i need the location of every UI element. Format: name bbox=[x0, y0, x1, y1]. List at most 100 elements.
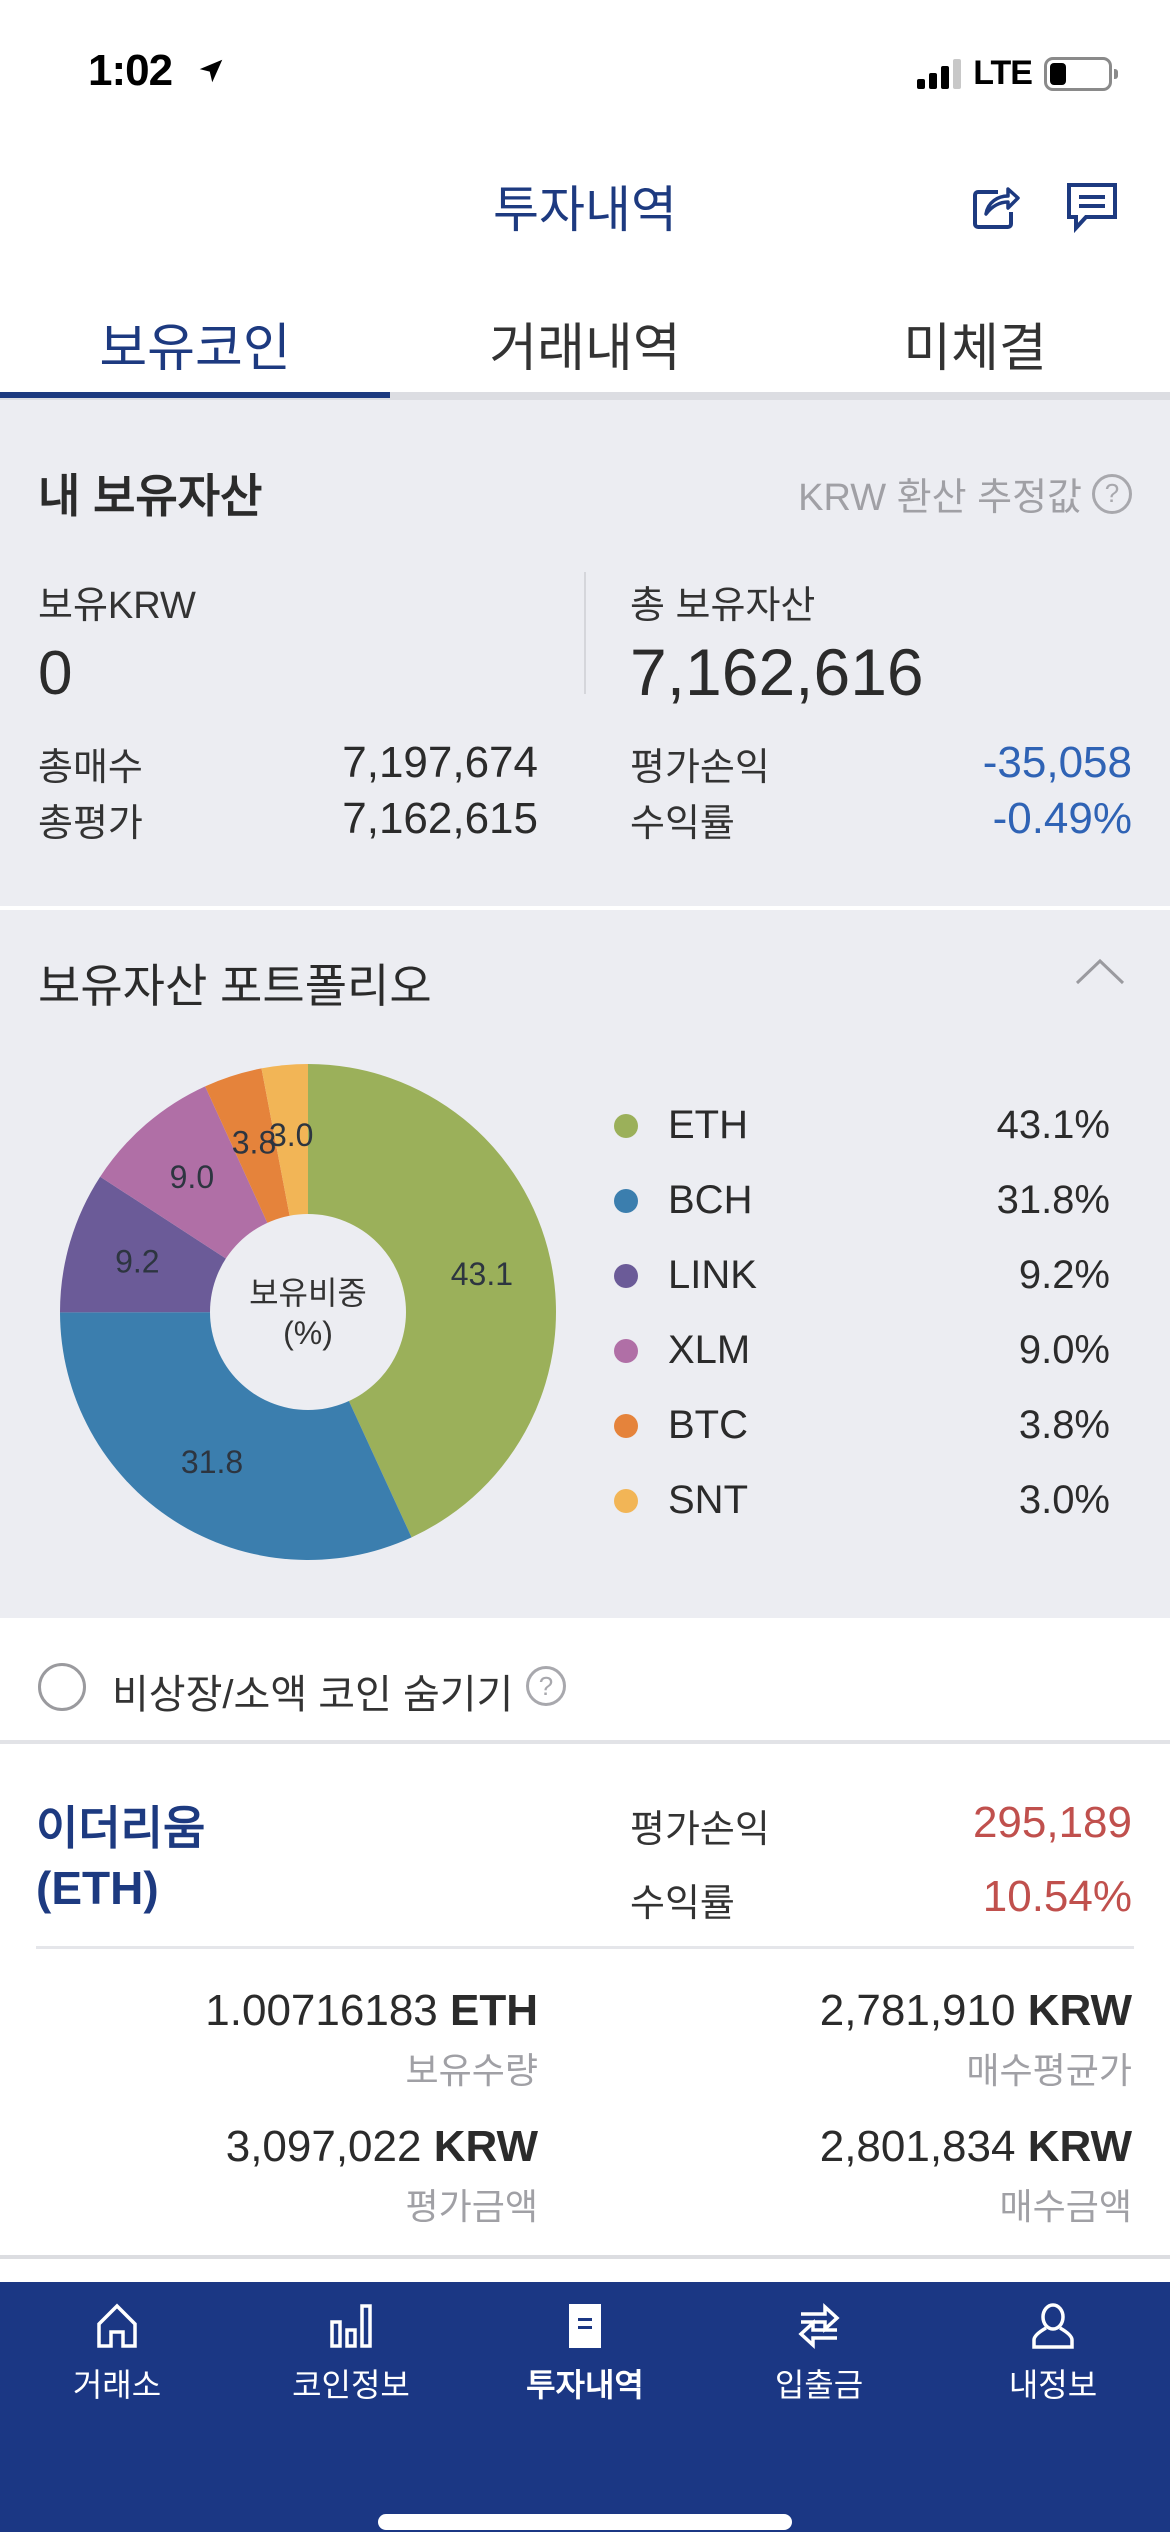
donut-slice-label: 43.1 bbox=[451, 1256, 513, 1292]
tab-bar: 보유코인 거래내역 미체결 bbox=[0, 270, 1170, 400]
nav-item-deposit-withdraw[interactable]: 입출금 bbox=[702, 2302, 936, 2406]
app-header: 투자내역 bbox=[0, 140, 1170, 270]
legend-item: BCH 31.8% bbox=[610, 1163, 1110, 1238]
location-arrow-icon bbox=[199, 59, 223, 83]
donut-slice-label: 3.8 bbox=[232, 1124, 276, 1160]
hide-small-coins-label[interactable]: 비상장/소액 코인 숨기기 bbox=[112, 1673, 514, 1717]
quantity-value: 1.00716183 bbox=[205, 1986, 438, 2035]
donut-center-line2: (%) bbox=[283, 1315, 333, 1351]
legend-dot bbox=[614, 1113, 638, 1138]
donut-slice-label: 3.0 bbox=[269, 1117, 313, 1153]
coin-return-value: 10.54% bbox=[982, 1872, 1132, 1921]
nav-item-my-info[interactable]: 내정보 bbox=[936, 2302, 1170, 2406]
user-icon bbox=[1032, 2303, 1074, 2349]
avg-price-value: 2,781,910 bbox=[819, 1986, 1016, 2035]
nav-label: 내정보 bbox=[1008, 2367, 1098, 2403]
legend-dot bbox=[614, 1413, 638, 1438]
legend-name: BCH bbox=[668, 1178, 753, 1222]
legend-pct: 9.0% bbox=[1018, 1328, 1110, 1372]
bottom-nav: 거래소 코인정보 투자내역 입출금 bbox=[0, 2282, 1170, 2532]
signal-icon bbox=[917, 58, 962, 89]
nav-item-exchange[interactable]: 거래소 bbox=[0, 2302, 234, 2406]
return-label: 수익률 bbox=[630, 803, 735, 845]
document-icon bbox=[569, 2304, 601, 2348]
eval-amount-unit: KRW bbox=[433, 2122, 538, 2171]
hide-small-coins-radio[interactable] bbox=[38, 1663, 86, 1711]
battery-icon bbox=[1044, 56, 1118, 91]
buy-amount-value: 2,801,834 bbox=[819, 2122, 1016, 2171]
evaluation-amount: 3,097,022 KRW 평가금액 bbox=[38, 2122, 538, 2230]
tab-trade-history[interactable]: 거래내역 bbox=[489, 320, 681, 378]
coin-korean-name: 이더리움 bbox=[36, 1802, 206, 1854]
pnl-value: -35,058 bbox=[982, 738, 1132, 787]
total-assets-value: 7,162,616 bbox=[630, 635, 924, 709]
nav-item-coin-info[interactable]: 코인정보 bbox=[234, 2302, 468, 2406]
eval-amount-label: 평가금액 bbox=[405, 2186, 538, 2227]
page-title: 투자내역 bbox=[493, 182, 677, 238]
nav-label: 거래소 bbox=[72, 2367, 162, 2403]
total-assets-label: 총 보유자산 bbox=[630, 585, 816, 627]
coin-pnl-label: 평가손익 bbox=[630, 1809, 770, 1851]
legend-pct: 31.8% bbox=[996, 1178, 1110, 1222]
card-divider bbox=[36, 1946, 1134, 1949]
krw-balance-label: 보유KRW bbox=[38, 585, 196, 627]
legend-pct: 3.0% bbox=[1018, 1478, 1110, 1522]
donut-slice-label: 9.0 bbox=[170, 1159, 214, 1195]
legend-dot bbox=[614, 1263, 638, 1288]
donut-slice-eth bbox=[308, 1064, 556, 1538]
coin-name: 이더리움 (ETH) bbox=[36, 1798, 205, 1918]
donut-slice-label: 31.8 bbox=[181, 1444, 243, 1480]
section-divider bbox=[0, 906, 1170, 910]
share-icon[interactable] bbox=[968, 178, 1024, 234]
home-indicator bbox=[378, 2514, 792, 2530]
home-icon bbox=[97, 2303, 137, 2348]
legend-item: ETH 43.1% bbox=[610, 1088, 1110, 1163]
legend-pct: 9.2% bbox=[1018, 1253, 1110, 1297]
average-buy-price: 2,781,910 KRW 매수평균가 bbox=[632, 1986, 1132, 2094]
avg-price-unit: KRW bbox=[1027, 1986, 1132, 2035]
eval-amount-value: 3,097,022 bbox=[225, 2122, 422, 2171]
nav-label: 입출금 bbox=[774, 2367, 864, 2403]
krw-estimate-label: KRW 환산 추정값 bbox=[798, 477, 1082, 519]
nav-label: 투자내역 bbox=[526, 2367, 644, 2403]
total-eval-value: 7,162,615 bbox=[342, 794, 538, 843]
asset-summary-title: 내 보유자산 bbox=[38, 470, 263, 522]
portfolio-donut-chart: 43.1 31.8 9.2 9.0 3.83.0 보유비중 (%) bbox=[60, 1064, 556, 1560]
return-value: -0.49% bbox=[992, 794, 1132, 843]
legend-pct: 43.1% bbox=[996, 1103, 1110, 1147]
coin-pnl-value: 295,189 bbox=[972, 1798, 1132, 1847]
donut-hole bbox=[210, 1214, 406, 1410]
hide-small-coins-row: 비상장/소액 코인 숨기기 ? bbox=[0, 1618, 1170, 1744]
card-bottom-divider bbox=[0, 2255, 1170, 2259]
holding-card[interactable]: 이더리움 (ETH) 평가손익 295,189 수익률 10.54% 1.007… bbox=[0, 1748, 1170, 2258]
legend-name: XLM bbox=[668, 1328, 751, 1372]
legend-item: BTC 3.8% bbox=[610, 1388, 1110, 1463]
buy-amount: 2,801,834 KRW 매수금액 bbox=[632, 2122, 1132, 2230]
quantity-unit: ETH bbox=[450, 1986, 538, 2035]
nav-item-investments[interactable]: 투자내역 bbox=[468, 2302, 702, 2406]
portfolio-title: 보유자산 포트폴리오 bbox=[38, 960, 432, 1012]
transfer-icon bbox=[798, 2303, 840, 2349]
tab-holdings[interactable]: 보유코인 bbox=[99, 320, 291, 378]
help-icon[interactable]: ? bbox=[1092, 473, 1132, 514]
coin-symbol: (ETH) bbox=[36, 1862, 159, 1914]
legend-dot bbox=[614, 1188, 638, 1213]
legend-dot bbox=[614, 1338, 638, 1363]
krw-estimate-note[interactable]: KRW 환산 추정값 ? bbox=[798, 466, 1132, 521]
legend-item: SNT 3.0% bbox=[610, 1463, 1110, 1538]
chevron-up-icon[interactable] bbox=[1074, 956, 1126, 986]
legend-name: BTC bbox=[668, 1403, 748, 1447]
krw-balance-value: 0 bbox=[38, 639, 73, 708]
help-icon[interactable]: ? bbox=[526, 1666, 566, 1706]
portfolio-legend: ETH 43.1% BCH 31.8% LINK 9.2% XLM 9.0% B… bbox=[610, 1088, 1110, 1538]
column-divider bbox=[584, 572, 586, 694]
legend-dot bbox=[614, 1488, 638, 1513]
chat-icon[interactable] bbox=[1064, 178, 1120, 234]
legend-pct: 3.8% bbox=[1018, 1403, 1110, 1447]
donut-center-line1: 보유비중 bbox=[249, 1275, 367, 1311]
tab-open-orders[interactable]: 미체결 bbox=[903, 320, 1047, 378]
holding-quantity: 1.00716183 ETH 보유수량 bbox=[38, 1986, 538, 2094]
buy-amount-unit: KRW bbox=[1027, 2122, 1132, 2171]
avg-price-label: 매수평균가 bbox=[966, 2050, 1132, 2091]
tab-underline bbox=[0, 392, 1170, 400]
